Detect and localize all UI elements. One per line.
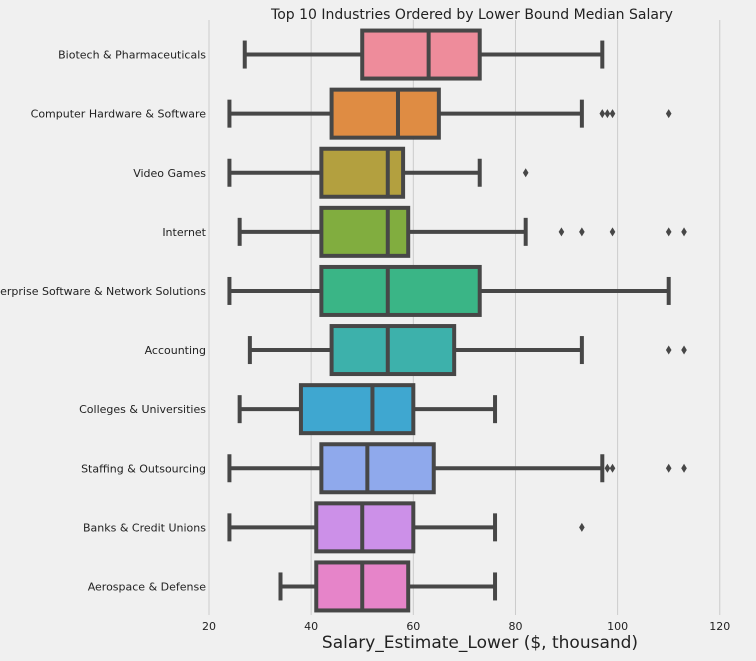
iqr-box [360,28,482,81]
x-tick-label-40: 40 [304,620,318,633]
outlier-point [681,345,687,355]
outlier-point [609,463,616,473]
outlier-point [604,463,611,473]
outlier-point [665,463,672,473]
iqr-box [319,264,482,317]
category-label-9: Banks & Credit Unions [83,521,206,534]
outlier-point [579,227,585,237]
x-tick-labels: 20 40 60 80 100 120 [202,620,730,633]
outlier-point [665,227,672,237]
box-layer [227,28,687,613]
x-tick-label-20: 20 [202,620,216,633]
category-label-8: Staffing & Outsourcing [81,462,206,475]
outlier-point [665,109,672,119]
category-label-10: Aerospace & Defense [88,580,207,593]
category-label-1: Biotech & Pharmaceuticals [58,49,206,62]
box-group-7 [237,383,498,436]
category-label-6: Accounting [145,344,206,357]
outlier-point [609,227,616,237]
outlier-point [599,109,606,119]
outlier-point [665,345,672,355]
x-tick-label-100: 100 [607,620,628,633]
iqr-box [319,442,436,495]
iqr-box [314,501,416,554]
box-group-10 [278,560,498,613]
outlier-point [681,463,687,473]
outlier-point [681,227,687,237]
box-group-1 [242,28,605,81]
box-group-9 [227,501,585,554]
iqr-box [329,87,441,140]
outlier-point [609,109,616,119]
x-axis-label: Salary_Estimate_Lower ($, thousand) [322,633,638,653]
x-tick-label-80: 80 [508,620,522,633]
box-group-6 [247,324,687,377]
category-label-5: Enterprise Software & Network Solutions [0,285,206,298]
category-label-3: Video Games [133,167,206,180]
box-group-2 [227,87,672,140]
category-label-4: Internet [162,226,206,239]
box-group-8 [227,442,687,495]
x-tick-label-120: 120 [709,620,730,633]
category-label-7: Colleges & Universities [79,403,206,416]
iqr-box [319,205,411,258]
category-labels: Biotech & Pharmaceuticals Computer Hardwa… [0,49,207,594]
x-tick-label-60: 60 [406,620,420,633]
box-group-3 [227,146,529,199]
outlier-point [579,522,585,532]
outlier-point [558,227,565,237]
box-group-4 [237,205,687,258]
iqr-box [329,324,457,377]
outlier-point [604,109,611,119]
iqr-box [319,146,406,199]
iqr-box [298,383,416,436]
category-label-2: Computer Hardware & Software [31,108,207,121]
box-group-5 [227,264,671,317]
outlier-point [522,168,529,178]
chart-title: Top 10 Industries Ordered by Lower Bound… [270,7,673,23]
